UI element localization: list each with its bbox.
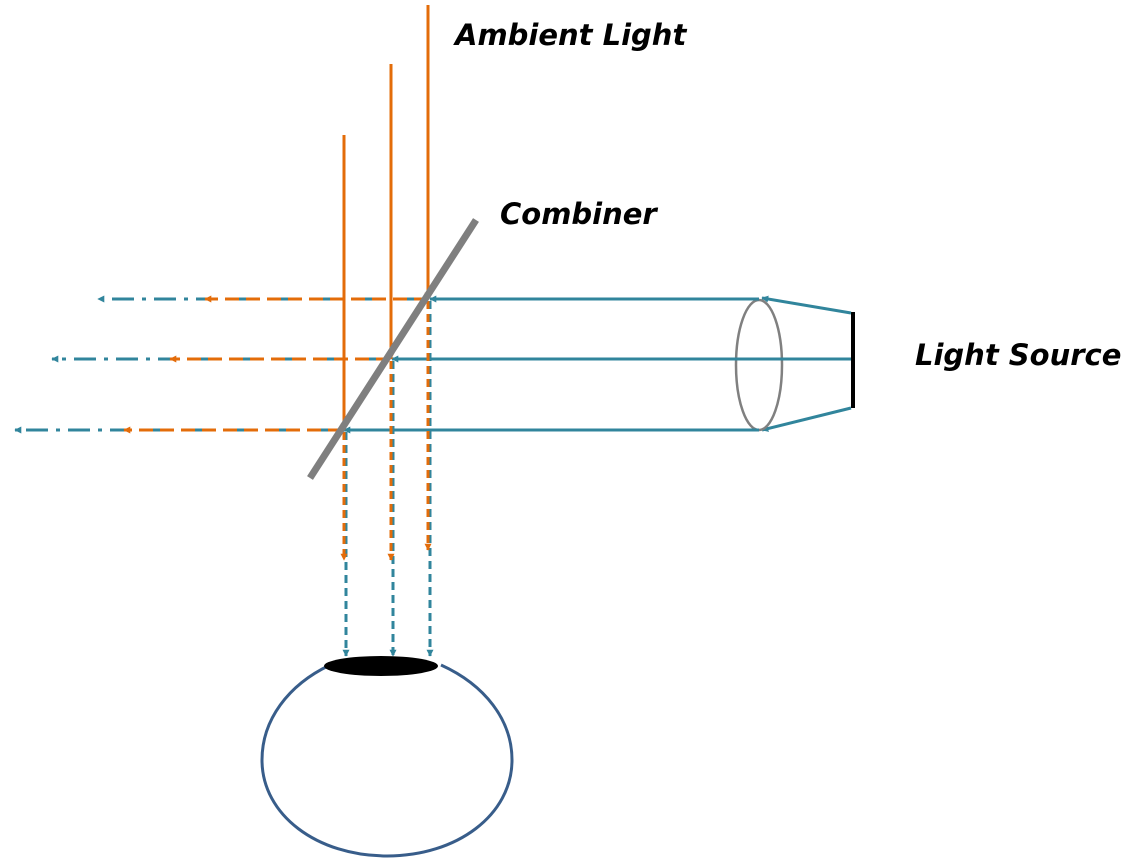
combiner-plate bbox=[307, 218, 479, 480]
combined-rays bbox=[340, 301, 434, 657]
source-ray-upper bbox=[761, 295, 852, 315]
ambient-light-label: Ambient Light bbox=[455, 18, 687, 52]
light-source-label: Light Source bbox=[915, 338, 1122, 372]
eye-outline bbox=[260, 663, 514, 858]
combiner-label: Combiner bbox=[500, 197, 657, 231]
source-ray-lower bbox=[761, 406, 852, 432]
lens bbox=[734, 298, 784, 432]
eye-pupil bbox=[324, 656, 438, 676]
